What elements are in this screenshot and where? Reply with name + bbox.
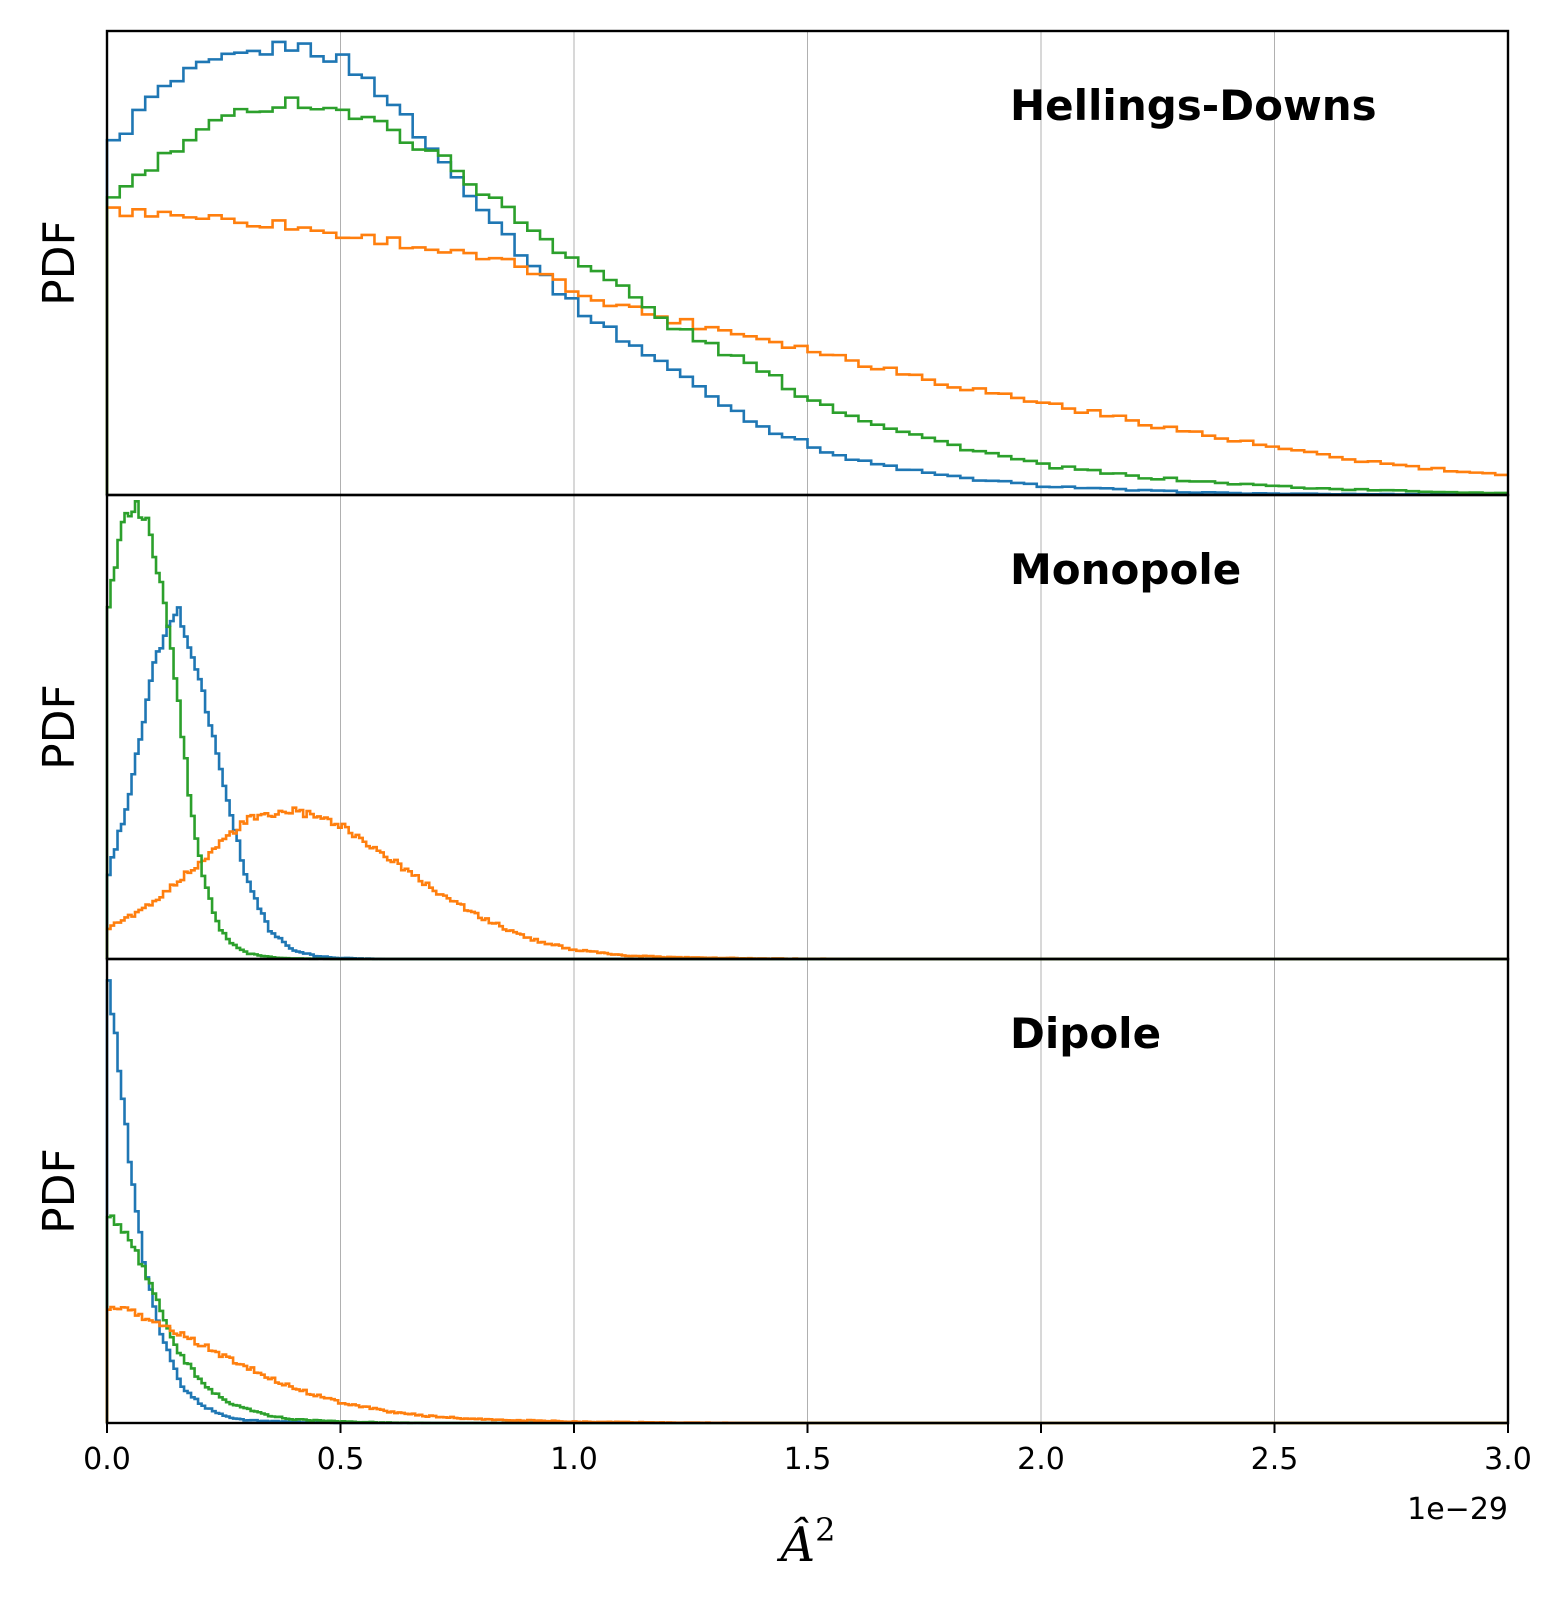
x-offset-label: 1e−29: [1407, 1492, 1508, 1527]
panel-1-series-3-step-line: [105, 96, 1508, 495]
y-axis-label-1: PDF: [34, 220, 85, 306]
grid-lines: [340, 31, 1275, 1423]
x-axis-label: Â2: [776, 1511, 835, 1573]
x-tick-label: 2.5: [1251, 1442, 1299, 1477]
y-axis-label-3: PDF: [34, 1148, 85, 1234]
panel-title-1: Hellings-Downs: [1010, 81, 1377, 130]
panel-frames: [105, 29, 1510, 1425]
panel-1-series-2-step-line: [105, 206, 1508, 495]
x-axis-label-base: Â: [776, 1516, 815, 1573]
text-layer: Hellings-Downs PDF Monopole PDF Dipole PDF 1e−…: [34, 81, 1508, 1573]
x-tick-label: 2.0: [1017, 1442, 1065, 1477]
panel-title-2: Monopole: [1010, 545, 1241, 594]
x-tick-label: 1.0: [550, 1442, 598, 1477]
panel-title-3: Dipole: [1010, 1009, 1161, 1058]
x-axis-ticks: 0.0 0.5 1.0 1.5 2.0 2.5 3.0: [83, 1423, 1532, 1477]
x-axis-label-superscript: 2: [815, 1511, 835, 1549]
panel-1-series-1-step-line: [105, 40, 1508, 496]
x-tick-label: 1.5: [784, 1442, 832, 1477]
x-tick-label: 3.0: [1484, 1442, 1532, 1477]
x-tick-label: 0.5: [317, 1442, 365, 1477]
y-axis-label-2: PDF: [34, 684, 85, 770]
x-tick-label: 0.0: [83, 1442, 131, 1477]
